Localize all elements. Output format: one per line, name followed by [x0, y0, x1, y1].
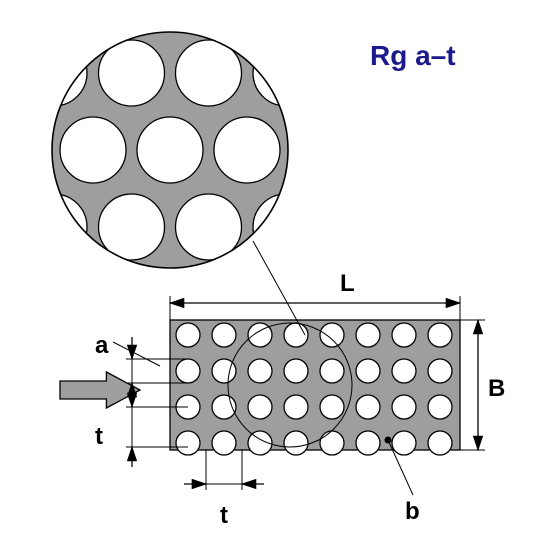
plate-hole	[356, 431, 380, 455]
plate-hole	[392, 359, 416, 383]
plate-hole	[356, 323, 380, 347]
plate-hole	[428, 431, 452, 455]
plate-hole	[320, 431, 344, 455]
plate-hole	[428, 359, 452, 383]
plate-hole	[248, 395, 272, 419]
plate-hole	[284, 431, 308, 455]
plate-hole	[392, 431, 416, 455]
plate-hole	[428, 323, 452, 347]
label-a: a	[95, 332, 108, 360]
perforation-diagram	[0, 0, 550, 550]
magnifier-hole	[60, 117, 126, 183]
magnifier-hole	[21, 194, 87, 260]
magnifier-hole	[253, 194, 319, 260]
label-L: L	[340, 270, 355, 298]
label-t-horiz: t	[220, 502, 228, 530]
magnifier-hole	[21, 40, 87, 106]
label-t-vert: t	[95, 423, 103, 451]
leader-a	[113, 342, 160, 366]
magnifier-hole	[214, 117, 280, 183]
plate-hole	[428, 395, 452, 419]
plate-hole	[356, 359, 380, 383]
plate-hole	[176, 323, 200, 347]
magnifier-hole	[137, 117, 203, 183]
feed-arrow-icon	[60, 372, 140, 408]
magnifier	[21, 27, 319, 273]
plate-hole	[212, 323, 236, 347]
plate-hole	[284, 359, 308, 383]
plate-hole	[320, 395, 344, 419]
plate-hole	[392, 323, 416, 347]
plate-hole	[176, 431, 200, 455]
plate-hole	[284, 323, 308, 347]
plate-hole	[212, 431, 236, 455]
plate-hole	[320, 323, 344, 347]
plate-hole	[320, 359, 344, 383]
diagram-title: Rg a–t	[370, 40, 456, 72]
plate-hole	[392, 395, 416, 419]
label-B: B	[488, 375, 505, 403]
plate-hole	[284, 395, 308, 419]
label-b: b	[405, 498, 420, 526]
magnifier-hole	[253, 40, 319, 106]
plate-hole	[176, 359, 200, 383]
plate-hole	[248, 359, 272, 383]
plate-hole	[356, 395, 380, 419]
